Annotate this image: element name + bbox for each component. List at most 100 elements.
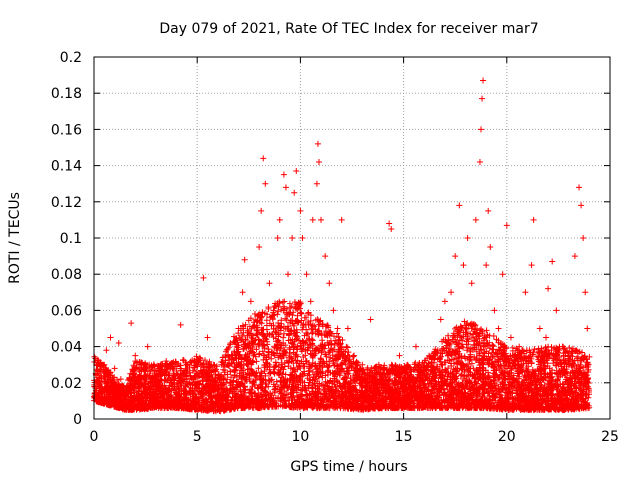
roti-point xyxy=(225,361,232,368)
y-tick-label: 0.04 xyxy=(51,340,82,356)
roti-point xyxy=(318,216,325,223)
roti-point xyxy=(322,253,329,260)
roti-point xyxy=(338,216,345,223)
roti-point xyxy=(522,289,529,296)
roti-point xyxy=(204,334,211,341)
roti-point xyxy=(565,361,572,368)
roti-point xyxy=(214,406,221,413)
x-axis-label: GPS time / hours xyxy=(290,459,407,475)
roti-point xyxy=(480,77,487,84)
roti-point xyxy=(388,225,395,232)
roti-point xyxy=(472,216,479,223)
roti-point xyxy=(270,307,277,314)
roti-point xyxy=(503,222,510,229)
roti-point xyxy=(107,334,114,341)
roti-point xyxy=(499,271,506,278)
roti-point xyxy=(344,325,351,332)
roti-point xyxy=(448,289,455,296)
roti-point xyxy=(103,347,110,354)
roti-point xyxy=(516,343,523,350)
roti-point xyxy=(495,325,502,332)
roti-point xyxy=(530,216,537,223)
roti-point xyxy=(404,361,411,368)
roti-point xyxy=(299,235,306,241)
roti-point xyxy=(280,171,287,178)
roti-point xyxy=(183,361,190,368)
roti-point xyxy=(578,202,585,209)
roti-point xyxy=(421,370,428,377)
roti-point xyxy=(456,202,463,209)
roti-point xyxy=(375,361,382,368)
roti-point xyxy=(528,262,535,269)
x-tick-label: 20 xyxy=(498,429,516,445)
roti-point xyxy=(507,334,514,341)
roti-point xyxy=(582,289,589,296)
roti-point xyxy=(251,311,258,318)
roti-point xyxy=(571,253,578,260)
roti-point xyxy=(274,235,281,241)
roti-point xyxy=(485,207,492,214)
roti-point xyxy=(326,280,333,287)
x-tick-label: 0 xyxy=(90,429,99,445)
roti-point xyxy=(276,216,283,223)
roti-point xyxy=(200,274,207,281)
roti-point xyxy=(359,361,366,368)
roti-point xyxy=(241,256,248,263)
y-tick-label: 0.2 xyxy=(60,50,82,66)
roti-point xyxy=(441,298,448,305)
roti-point xyxy=(256,244,263,251)
roti-band-markers xyxy=(91,298,593,415)
roti-point xyxy=(584,325,591,332)
y-tick-label: 0.18 xyxy=(51,86,82,102)
roti-point xyxy=(460,262,467,269)
roti-point xyxy=(177,321,184,328)
roti-point xyxy=(262,180,269,187)
roti-point xyxy=(247,298,254,305)
roti-point xyxy=(330,307,337,314)
roti-point xyxy=(483,262,490,269)
roti-point xyxy=(487,244,494,251)
y-tick-label: 0.1 xyxy=(60,231,82,247)
x-tick-label: 15 xyxy=(395,429,413,445)
roti-point xyxy=(553,307,560,314)
roti-point xyxy=(351,352,358,359)
roti-point xyxy=(303,271,310,278)
roti-point xyxy=(476,158,483,165)
roti-point xyxy=(431,352,438,359)
roti-point xyxy=(297,207,304,214)
roti-point xyxy=(549,258,556,265)
roti-point xyxy=(293,168,300,175)
roti-point xyxy=(309,216,316,223)
roti-point xyxy=(291,189,298,196)
roti-point xyxy=(580,235,587,241)
roti-point xyxy=(437,316,444,323)
y-tick-label: 0.06 xyxy=(51,303,82,319)
roti-point xyxy=(144,343,151,350)
roti-point xyxy=(478,126,484,133)
roti-point xyxy=(468,280,475,287)
y-axis-label: ROTI / TECUs xyxy=(7,192,23,284)
y-tick-label: 0.14 xyxy=(51,159,82,175)
roti-point xyxy=(536,325,543,332)
roti-point xyxy=(491,307,498,314)
axis-ticks: 0 5 10 15 20 25 0 0.02 0.04 0.06 0.08 0.1 0.12 0.14 0.… xyxy=(51,50,619,445)
roti-point xyxy=(124,388,131,395)
roti-point xyxy=(239,289,246,296)
roti-point xyxy=(314,140,321,147)
roti-point xyxy=(117,376,124,383)
plot-frame xyxy=(93,56,611,420)
y-tick-label: 0.12 xyxy=(51,195,82,211)
roti-point xyxy=(396,352,403,359)
roti-point xyxy=(152,379,159,386)
y-tick-label: 0.16 xyxy=(51,122,82,138)
y-tick-label: 0 xyxy=(73,412,82,428)
roti-point xyxy=(194,370,201,377)
roti-point xyxy=(313,180,320,187)
roti-point xyxy=(307,298,314,305)
y-tick-label: 0.08 xyxy=(51,267,82,283)
roti-point xyxy=(266,280,273,287)
chart-title: Day 079 of 2021, Rate Of TEC Index for r… xyxy=(159,21,538,37)
roti-point xyxy=(576,184,583,191)
roti-dense-band xyxy=(91,298,593,415)
